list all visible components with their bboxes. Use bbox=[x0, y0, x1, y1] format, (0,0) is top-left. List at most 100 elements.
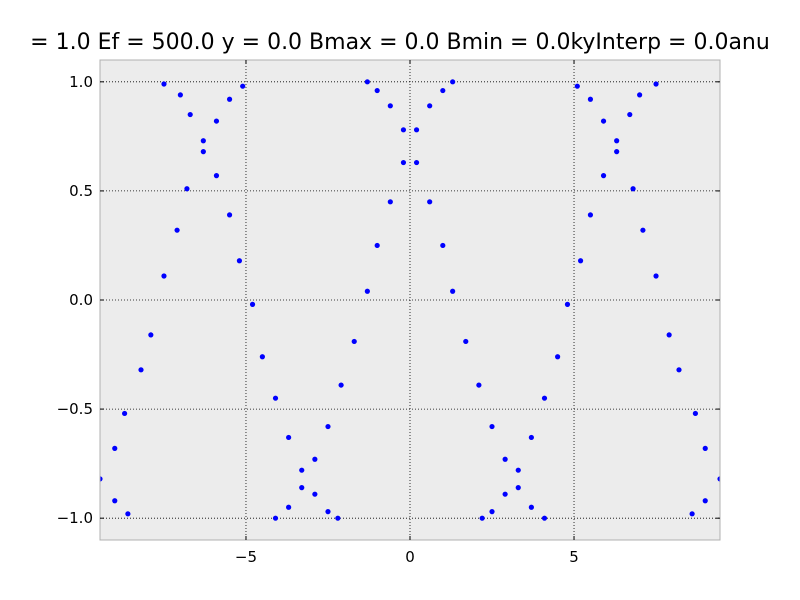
data-point bbox=[666, 332, 672, 338]
data-point bbox=[440, 242, 446, 249]
data-point bbox=[351, 338, 357, 345]
data-point bbox=[325, 509, 331, 515]
data-point bbox=[502, 491, 508, 497]
data-point bbox=[338, 382, 344, 388]
y-tick-label: −1.0 bbox=[57, 509, 93, 527]
data-point bbox=[627, 111, 633, 118]
data-point bbox=[299, 485, 305, 491]
data-point bbox=[226, 96, 233, 102]
grid-lines bbox=[100, 60, 720, 540]
data-point bbox=[555, 354, 561, 360]
data-point bbox=[272, 395, 279, 401]
data-point bbox=[374, 87, 380, 94]
data-point bbox=[213, 118, 220, 124]
chart-title: = 1.0 Ef = 500.0 y = 0.0 Bmax = 0.0 Bmin… bbox=[30, 30, 770, 55]
data-point bbox=[387, 103, 393, 109]
data-point bbox=[100, 476, 103, 482]
data-point bbox=[541, 515, 548, 521]
y-tick-label: 0.0 bbox=[69, 291, 93, 309]
data-point bbox=[138, 367, 144, 373]
data-point bbox=[689, 511, 695, 517]
data-point bbox=[272, 515, 279, 521]
data-point bbox=[177, 92, 183, 98]
data-point bbox=[676, 367, 682, 373]
data-point bbox=[413, 159, 420, 166]
data-point bbox=[541, 395, 548, 401]
data-point bbox=[200, 138, 206, 144]
data-point bbox=[692, 410, 698, 417]
data-point bbox=[614, 138, 620, 144]
x-tick-label: 0 bbox=[405, 548, 415, 566]
data-point bbox=[528, 504, 534, 510]
data-point bbox=[240, 83, 246, 89]
data-point bbox=[148, 332, 154, 338]
data-point bbox=[702, 445, 708, 451]
data-point bbox=[387, 199, 393, 205]
data-point bbox=[637, 92, 643, 98]
x-tick-label: 5 bbox=[569, 548, 579, 566]
data-point bbox=[587, 212, 594, 218]
data-point bbox=[515, 485, 521, 491]
data-point bbox=[286, 504, 292, 510]
data-point bbox=[614, 149, 620, 155]
data-point bbox=[528, 434, 534, 441]
data-point bbox=[702, 498, 708, 504]
data-point bbox=[564, 301, 571, 307]
y-tick-label: −0.5 bbox=[57, 400, 93, 418]
data-point bbox=[717, 476, 720, 482]
data-point bbox=[112, 498, 118, 504]
data-point bbox=[600, 173, 607, 179]
data-point bbox=[259, 354, 265, 360]
data-point bbox=[400, 159, 407, 166]
data-point bbox=[413, 127, 420, 133]
x-tick-label: −5 bbox=[235, 548, 257, 566]
data-point bbox=[374, 242, 380, 249]
data-point bbox=[427, 199, 433, 205]
data-point bbox=[122, 410, 128, 417]
data-point bbox=[236, 258, 243, 264]
data-point bbox=[364, 288, 370, 294]
data-point bbox=[161, 81, 167, 87]
data-point bbox=[184, 186, 190, 192]
data-point bbox=[653, 81, 659, 87]
data-point bbox=[335, 515, 341, 521]
data-point bbox=[653, 273, 659, 279]
data-point bbox=[587, 96, 594, 102]
data-point bbox=[312, 491, 318, 497]
data-point bbox=[630, 186, 636, 192]
data-point bbox=[600, 118, 607, 124]
data-point bbox=[299, 467, 305, 473]
data-point bbox=[249, 301, 256, 307]
data-point bbox=[325, 423, 331, 430]
data-point bbox=[440, 87, 446, 94]
data-point bbox=[226, 212, 233, 218]
y-tick-label: 1.0 bbox=[69, 73, 93, 91]
data-point bbox=[174, 227, 180, 233]
data-point bbox=[400, 127, 407, 133]
data-point bbox=[450, 79, 456, 85]
data-point bbox=[640, 227, 646, 233]
data-point bbox=[364, 79, 370, 85]
data-point bbox=[502, 456, 508, 462]
data-point bbox=[515, 467, 521, 473]
data-point bbox=[200, 149, 206, 155]
data-point bbox=[187, 111, 193, 118]
data-point bbox=[476, 382, 482, 388]
data-point bbox=[427, 103, 433, 109]
data-point bbox=[489, 423, 495, 430]
data-point bbox=[450, 288, 456, 294]
data-point bbox=[489, 509, 495, 515]
data-point bbox=[574, 83, 580, 89]
data-point bbox=[213, 173, 220, 179]
axis-ticks: −5 0 5 −1.0 −0.5 0.0 0.5 1.0 bbox=[57, 60, 720, 566]
data-point bbox=[125, 511, 131, 517]
data-point bbox=[577, 258, 584, 264]
data-point bbox=[479, 515, 485, 521]
data-point bbox=[463, 338, 469, 345]
y-tick-label: 0.5 bbox=[69, 182, 93, 200]
data-point bbox=[161, 273, 167, 279]
data-point bbox=[286, 434, 292, 441]
data-point bbox=[112, 445, 118, 451]
data-points bbox=[100, 79, 720, 521]
